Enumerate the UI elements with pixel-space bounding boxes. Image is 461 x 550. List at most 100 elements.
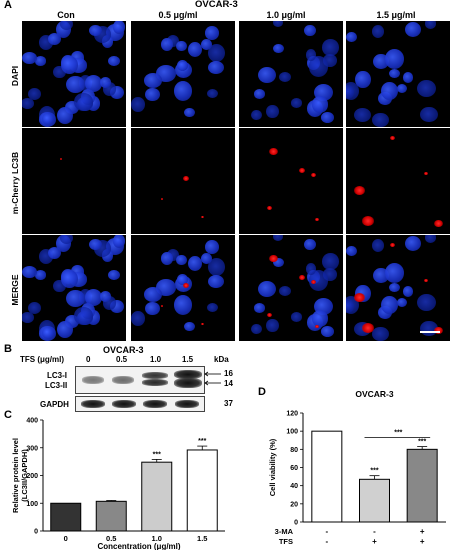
lc3b-puncta <box>311 280 316 284</box>
chart-d-significance: *** <box>418 439 426 446</box>
nucleus <box>176 59 189 71</box>
nucleus <box>251 110 263 121</box>
chart-d-treatment-sign: - <box>325 527 328 536</box>
chart-c-y-tick-label: 200 <box>26 473 38 480</box>
nucleus <box>112 235 125 248</box>
lc3-band-lane-2 <box>112 376 134 384</box>
nucleus <box>320 326 334 337</box>
nucleus <box>145 301 160 316</box>
col-label-con: Con <box>57 10 75 20</box>
nucleus <box>272 21 284 27</box>
chart-d-treatment-sign: - <box>325 537 328 546</box>
nucleus <box>396 83 408 93</box>
nucleus <box>290 97 303 108</box>
nucleus <box>187 41 203 58</box>
nucleus <box>251 324 263 335</box>
lc3b-puncta <box>269 148 278 156</box>
nucleus <box>205 240 219 254</box>
chart-d-y-tick-label: 60 <box>290 465 298 472</box>
nucleus <box>42 326 55 339</box>
lc3i-band-lane-4 <box>174 370 202 379</box>
nucleus <box>99 76 112 89</box>
nucleus <box>112 21 125 34</box>
lc3b-puncta <box>390 243 395 247</box>
nucleus <box>61 55 79 74</box>
nucleus <box>99 290 112 303</box>
nucleus <box>311 96 329 113</box>
nucleus <box>403 286 414 297</box>
nucleus <box>346 245 357 257</box>
lc3ii-band-lane-3 <box>142 379 168 386</box>
nucleus <box>254 89 266 99</box>
nucleus <box>176 273 189 285</box>
nucleus <box>207 274 224 288</box>
nucleus <box>355 70 371 88</box>
nucleus <box>131 96 145 112</box>
nucleus <box>405 236 422 252</box>
micrograph-lc3b-0-5 <box>131 128 235 234</box>
nucleus <box>200 253 212 265</box>
kda-label: kDa <box>214 355 229 364</box>
lane-label-0-5: 0.5 <box>116 355 128 364</box>
nucleus <box>145 87 160 102</box>
nucleus <box>102 249 114 262</box>
nucleus <box>416 79 437 98</box>
scale-bar <box>420 331 440 333</box>
nucleus <box>273 257 284 267</box>
nucleus <box>388 282 401 293</box>
lc3b-puncta <box>267 206 272 210</box>
nucleus <box>174 81 193 101</box>
lc3b-puncta <box>267 313 272 317</box>
micrograph-merge-1-5 <box>346 235 450 341</box>
nucleus <box>42 112 55 125</box>
chart-d-bracket-significance: *** <box>394 430 402 437</box>
lc3-ii-arrowhead <box>204 380 209 386</box>
chart-d-significance: *** <box>370 468 378 475</box>
nucleus <box>107 269 120 281</box>
nucleus <box>306 263 317 275</box>
nucleus <box>27 301 42 314</box>
chart-c-y-tick-label: 100 <box>26 501 38 508</box>
nucleus <box>22 312 35 324</box>
lc3b-puncta <box>183 176 189 181</box>
nucleus <box>60 21 73 31</box>
lc3b-puncta <box>315 325 319 329</box>
lc3b-puncta <box>434 327 443 335</box>
nucleus <box>47 33 61 46</box>
nucleus <box>322 253 339 270</box>
nucleus <box>272 235 284 241</box>
col-label-1-0: 1.0 μg/ml <box>266 10 306 20</box>
nucleus <box>184 321 196 332</box>
nucleus <box>84 74 103 92</box>
nucleus <box>160 252 173 265</box>
lc3b-puncta <box>201 323 204 326</box>
lc3b-puncta <box>161 305 163 307</box>
nucleus <box>27 87 42 100</box>
nucleus <box>60 235 73 245</box>
nucleus <box>207 43 225 62</box>
chart-d-title: OVCAR-3 <box>355 389 394 399</box>
lc3b-puncta <box>390 136 395 140</box>
lc3b-puncta <box>362 216 374 226</box>
nucleus <box>74 307 93 325</box>
micrograph-merge-con <box>22 235 126 341</box>
lc3b-puncta <box>201 216 204 219</box>
chart-c-significance: *** <box>198 438 206 445</box>
lc3b-puncta <box>311 173 316 177</box>
chart-c-bar <box>186 449 218 532</box>
nucleus <box>61 269 79 288</box>
nucleus <box>308 270 328 291</box>
chart-d-y-tick-label: 40 <box>290 483 298 490</box>
lane-label-0: 0 <box>86 355 91 364</box>
micrograph-dapi-con <box>22 21 126 127</box>
nucleus <box>354 107 372 122</box>
nucleus <box>84 288 103 306</box>
lc3b-puncta <box>354 186 365 195</box>
chart-d-treatment-label: 3-MA <box>275 527 294 536</box>
nucleus <box>278 285 291 296</box>
chart-d-treatment-sign: + <box>372 537 377 546</box>
nucleus <box>22 51 38 65</box>
micrograph-lc3b-con <box>22 128 126 234</box>
size-gapdh: 37 <box>224 399 233 408</box>
row-label-dapi: DAPI <box>10 65 20 87</box>
